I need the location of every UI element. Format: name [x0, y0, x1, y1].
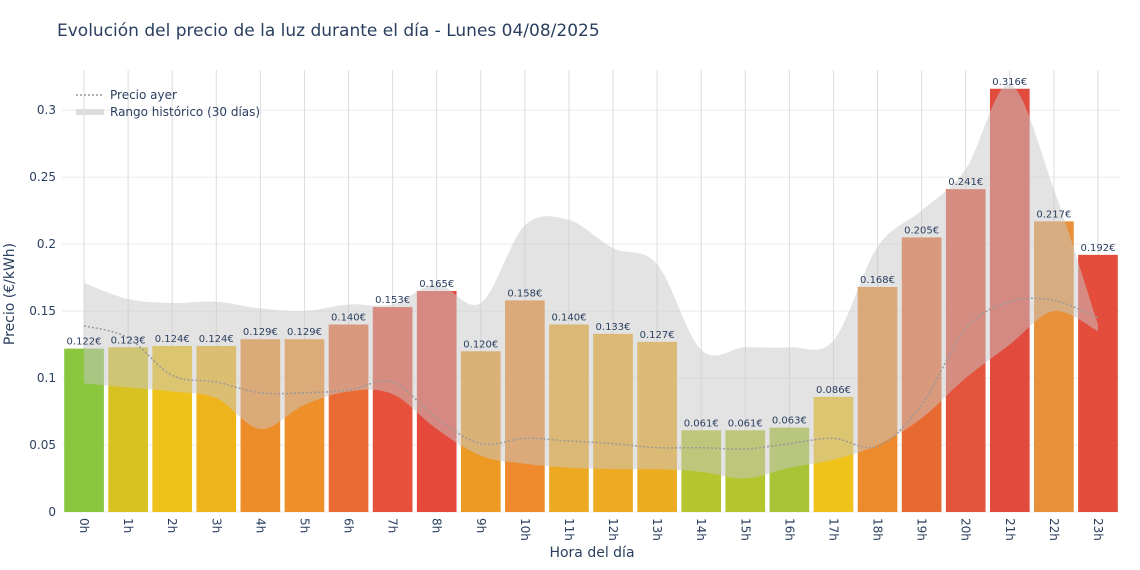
- x-tick-label: 3h: [209, 518, 223, 533]
- y-tick-label: 0.15: [29, 304, 56, 318]
- x-tick-label: 19h: [915, 518, 929, 541]
- legend: Precio ayer Rango histórico (30 días): [76, 88, 260, 119]
- x-tick-label: 10h: [518, 518, 532, 541]
- bar-label: 0.086€: [816, 385, 851, 396]
- bar-label: 0.123€: [111, 335, 146, 346]
- y-tick-label: 0.05: [29, 438, 56, 452]
- bar-label: 0.129€: [243, 327, 278, 338]
- bar-label: 0.133€: [596, 322, 631, 333]
- bar-label: 0.124€: [199, 334, 234, 345]
- bar-label: 0.061€: [728, 418, 763, 429]
- y-tick-label: 0.25: [29, 170, 56, 184]
- x-tick-label: 8h: [430, 518, 444, 533]
- bar-label: 0.205€: [904, 225, 939, 236]
- bar-label: 0.140€: [331, 312, 366, 323]
- bar-label: 0.127€: [640, 330, 675, 341]
- x-axis-ticks: 0h 1h 2h 3h 4h 5h 6h 7h 8h 9h 10h 11h 12h 13h 14h 15h 16…: [77, 518, 1105, 541]
- y-tick-label: 0.2: [37, 237, 56, 251]
- yesterday-price-line: [83, 297, 1099, 450]
- bar-label: 0.165€: [419, 279, 454, 290]
- x-tick-label: 11h: [562, 518, 576, 541]
- x-tick-label: 14h: [694, 518, 708, 541]
- x-tick-label: 15h: [738, 518, 752, 541]
- bar-label: 0.124€: [155, 334, 190, 345]
- bar-label: 0.158€: [507, 288, 542, 299]
- historical-range-band: [84, 84, 1098, 479]
- bar-label: 0.140€: [551, 312, 586, 323]
- yesterday-line: [83, 297, 1099, 450]
- x-tick-label: 13h: [650, 518, 664, 541]
- x-tick-label: 7h: [386, 518, 400, 533]
- x-tick-label: 17h: [826, 518, 840, 541]
- historical-range-area: [84, 84, 1098, 479]
- y-tick-label: 0.3: [37, 103, 56, 117]
- bar-label: 0.061€: [684, 418, 719, 429]
- legend-label-range: Rango histórico (30 días): [110, 105, 260, 119]
- bar-label: 0.168€: [860, 275, 895, 286]
- bar-label: 0.316€: [992, 77, 1027, 88]
- bar-label: 0.122€: [67, 337, 102, 348]
- x-tick-label: 1h: [121, 518, 135, 533]
- bar-labels: 0.122€ 0.123€ 0.124€ 0.124€ 0.129€ 0.129€ 0.14…: [67, 77, 1116, 430]
- y-tick-label: 0: [48, 505, 56, 519]
- x-tick-label: 0h: [77, 518, 91, 533]
- x-tick-label: 16h: [782, 518, 796, 541]
- x-tick-label: 12h: [606, 518, 620, 541]
- x-tick-label: 2h: [165, 518, 179, 533]
- bar-label: 0.153€: [375, 295, 410, 306]
- x-tick-label: 5h: [297, 518, 311, 533]
- bar-label: 0.217€: [1036, 209, 1071, 220]
- y-axis-title: Precio (€/kWh): [2, 243, 18, 345]
- bar-label: 0.129€: [287, 327, 322, 338]
- bar-label: 0.241€: [948, 177, 983, 188]
- chart-title: Evolución del precio de la luz durante e…: [57, 21, 600, 41]
- x-tick-label: 6h: [342, 518, 356, 533]
- x-tick-label: 4h: [253, 518, 267, 533]
- legend-label-yesterday: Precio ayer: [110, 88, 177, 102]
- bar-label: 0.192€: [1080, 243, 1115, 254]
- x-tick-label: 20h: [959, 518, 973, 541]
- x-tick-label: 22h: [1047, 518, 1061, 541]
- y-axis-ticks: 0 0.05 0.1 0.15 0.2 0.25 0.3: [29, 103, 56, 519]
- x-tick-label: 21h: [1003, 518, 1017, 541]
- bar-label: 0.063€: [772, 416, 807, 427]
- x-axis-title: Hora del día: [549, 545, 634, 561]
- x-tick-label: 18h: [871, 518, 885, 541]
- x-tick-label: 9h: [474, 518, 488, 533]
- bar-label: 0.120€: [463, 339, 498, 350]
- y-tick-label: 0.1: [37, 371, 56, 385]
- x-tick-label: 23h: [1091, 518, 1105, 541]
